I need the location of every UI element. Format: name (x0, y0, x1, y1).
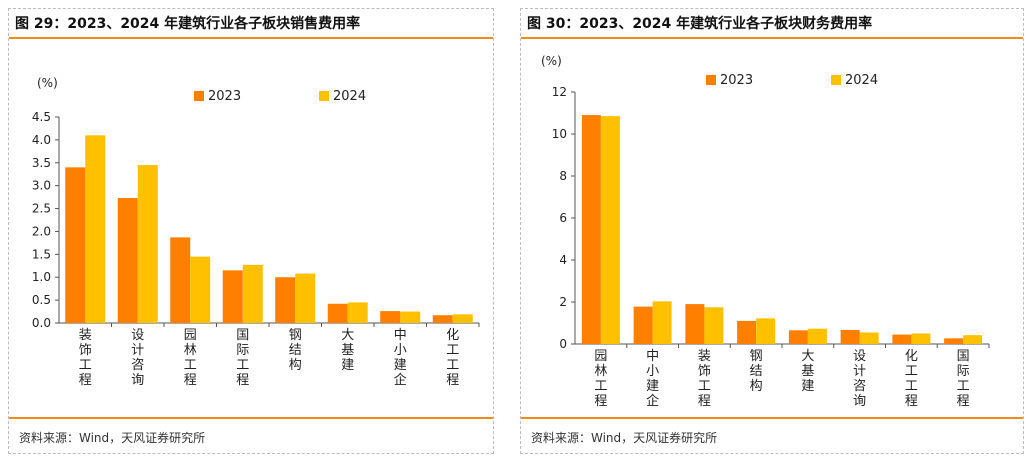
bar-2024 (704, 307, 724, 344)
y-tick-label: 3.0 (32, 179, 51, 193)
y-tick-label: 4 (559, 253, 567, 267)
legend-label-2023: 2023 (208, 89, 241, 104)
y-tick-label: 12 (552, 85, 567, 99)
bar-2023 (737, 320, 757, 344)
bar-2023 (892, 334, 912, 344)
y-tick-label: 6 (559, 211, 567, 225)
x-category-label: 园林工程 (184, 328, 197, 388)
bar-2023 (65, 167, 86, 323)
bar-2024 (295, 273, 316, 323)
bar-2023 (944, 338, 964, 344)
chart-title: 图 30：2023、2024 年建筑行业各子板块财务费用率 (527, 16, 873, 32)
x-category-label: 设计咨询 (131, 328, 144, 388)
bar-2023 (840, 329, 860, 344)
bar-2023 (222, 270, 243, 323)
y-axis-unit: (%) (37, 76, 58, 90)
bar-2024 (807, 328, 827, 344)
bar-2024 (190, 256, 211, 323)
x-category-label: 大基建 (801, 349, 814, 394)
bar-2023 (275, 277, 296, 323)
bar-2023 (327, 303, 348, 323)
legend-swatch-2024 (319, 91, 329, 101)
bar-2024 (452, 314, 473, 323)
source-note: 资料来源：Wind，天风证券研究所 (19, 431, 206, 445)
x-category-label: 园林工程 (594, 349, 607, 409)
y-tick-label: 10 (552, 127, 567, 141)
bar-2024 (652, 301, 672, 344)
bar-2024 (963, 335, 983, 344)
source-rule (521, 417, 1023, 419)
y-tick-label: 0 (559, 337, 567, 351)
y-tick-label: 4.5 (32, 110, 51, 124)
title-rule (521, 37, 1023, 39)
legend-label-2023: 2023 (720, 73, 753, 88)
x-category-label: 国际工程 (236, 328, 249, 388)
bar-2023 (581, 115, 601, 344)
y-tick-label: 4.0 (32, 133, 51, 147)
finance-expense-chart: (%) 2023 2024 0 2 4 6 8 10 12 园林工程 中小建企 装饰工程 钢结构 大基建 设计… (541, 54, 990, 409)
chart-panel-finance-expense: 图 30：2023、2024 年建筑行业各子板块财务费用率 (%) 2023 202… (520, 8, 1024, 454)
bar-2023 (117, 198, 138, 323)
x-category-label: 国际工程 (957, 349, 970, 409)
bar-2024 (347, 302, 368, 323)
y-tick-label: 2.5 (32, 202, 51, 216)
x-category-label: 大基建 (341, 328, 354, 373)
bar-2024 (756, 318, 776, 344)
bar-2024 (137, 165, 158, 323)
y-tick-label: 3.5 (32, 156, 51, 170)
bar-2024 (400, 311, 421, 323)
y-tick-label: 1.0 (32, 270, 51, 284)
bar-2023 (432, 315, 453, 323)
y-tick-label: 2 (559, 295, 567, 309)
bar-2023 (633, 306, 653, 344)
chart-panel-sales-expense: 图 29：2023、2024 年建筑行业各子板块销售费用率 (%) 2023 202… (8, 8, 494, 454)
x-category-label: 装饰工程 (698, 349, 711, 409)
sales-expense-chart: (%) 2023 2024 0.0 0.5 1.0 1.5 2.0 2.5 3.0 3.5 4.0 4.… (32, 76, 480, 388)
source-rule (9, 417, 493, 419)
title-rule (9, 37, 493, 39)
legend-label-2024: 2024 (845, 73, 878, 88)
bar-2023 (685, 304, 705, 344)
chart-title: 图 29：2023、2024 年建筑行业各子板块销售费用率 (15, 16, 361, 32)
y-axis-unit: (%) (541, 54, 562, 68)
y-tick-label: 2.0 (32, 224, 51, 238)
bar-2023 (788, 330, 808, 344)
bar-2024 (85, 135, 106, 323)
x-category-label: 钢结构 (289, 328, 302, 373)
y-tick-label: 8 (559, 169, 567, 183)
x-category-label: 中小建企 (646, 349, 659, 409)
bar-2023 (380, 311, 401, 323)
x-category-label: 化工工程 (446, 328, 459, 388)
y-tick-label: 1.5 (32, 247, 51, 261)
x-category-label: 设计咨询 (853, 349, 866, 409)
x-category-label: 化工工程 (905, 349, 918, 409)
bar-2024 (859, 332, 879, 344)
bar-2023 (170, 237, 191, 323)
bar-2024 (600, 116, 620, 345)
bar-2024 (242, 264, 263, 323)
legend-swatch-2024 (831, 75, 841, 85)
y-tick-label: 0.0 (32, 316, 51, 330)
legend-swatch-2023 (706, 75, 716, 85)
bar-2024 (911, 333, 931, 344)
legend-swatch-2023 (194, 91, 204, 101)
x-category-label: 钢结构 (750, 349, 763, 394)
source-note: 资料来源：Wind，天风证券研究所 (531, 431, 718, 445)
y-tick-label: 0.5 (32, 293, 51, 307)
x-category-label: 装饰工程 (79, 328, 92, 388)
x-category-label: 中小建企 (394, 328, 407, 388)
legend-label-2024: 2024 (333, 89, 366, 104)
